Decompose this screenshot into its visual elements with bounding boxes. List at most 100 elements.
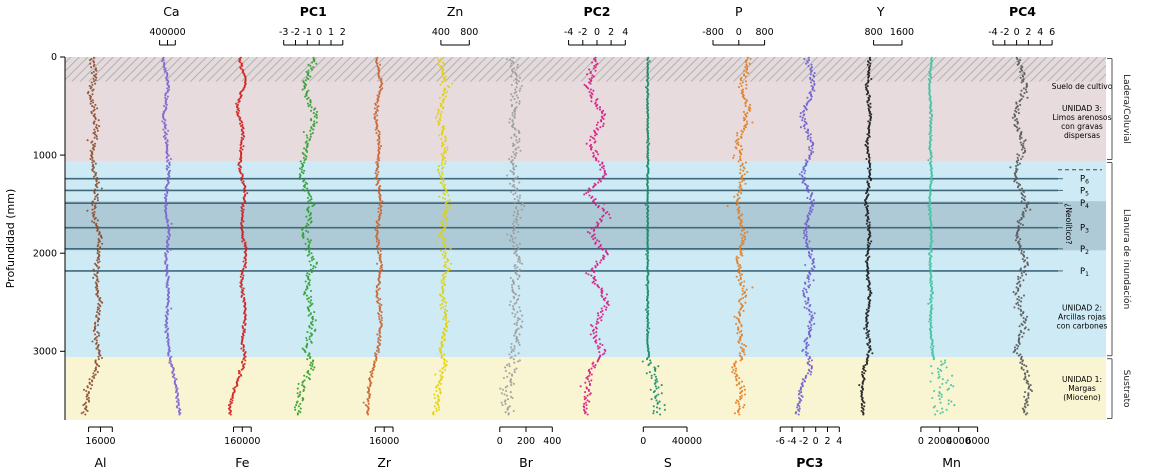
panel-title-Fe: Fe (235, 455, 250, 470)
zone-bracket-0 (1107, 58, 1113, 160)
tick-label: 400 (543, 436, 561, 447)
tick-label: 4 (622, 27, 628, 38)
tick-label: 1 (328, 27, 334, 38)
phase-line-P5: P5 (65, 186, 1089, 197)
label-unidad-2: con carbones (1057, 322, 1108, 331)
axis-Fe: 160000 Fe (224, 426, 260, 470)
phase-label: P6 (1080, 175, 1089, 186)
tick-label: 4 (836, 436, 842, 447)
panel-title-Al: Al (94, 455, 106, 470)
tick-label: 400000 (149, 27, 185, 38)
depth-tick-label: 3000 (33, 347, 57, 358)
tick-label: -2 (578, 27, 587, 38)
series-PC3 (794, 56, 816, 416)
label-unidad-2: UNIDAD 2: (1062, 304, 1102, 313)
tick-label: -4 (564, 27, 573, 38)
tick-label: 200 (517, 436, 535, 447)
series-Ca (161, 56, 182, 416)
tick-label: 0 (918, 436, 924, 447)
tick-label: 2 (824, 436, 830, 447)
axis-Y: 800 1600 Y (865, 4, 914, 46)
tick-label: 400 (432, 27, 450, 38)
tick-label: -2 (291, 27, 300, 38)
zone-suelo-de-cultivo (65, 57, 1106, 82)
label-unidad-3: UNIDAD 3: (1062, 104, 1102, 113)
depth-tick-label: 0 (51, 52, 57, 63)
side-label-2: Sustrato (1121, 370, 1131, 408)
axis-Zn: 400 800 Zn (432, 4, 478, 46)
series-Br (499, 56, 526, 416)
panel-title-Ca: Ca (163, 4, 179, 19)
zone-sustrato (65, 357, 1106, 420)
side-label-0: Ladera/Coluvial (1121, 74, 1131, 144)
tick-label: -4 (988, 27, 997, 38)
tick-label: 0 (640, 436, 646, 447)
tick-label: 0 (497, 436, 503, 447)
panel-title-Y: Y (876, 4, 885, 19)
tick-label: 2 (1025, 27, 1031, 38)
depth-axis-label: Profundidad (mm) (4, 189, 17, 289)
panel-title-Zr: Zr (377, 455, 392, 470)
axis-PC1: -3 -2 -1 0 1 2 PC1 (279, 4, 346, 46)
panel-title-PC2: PC2 (583, 4, 610, 19)
tick-label: 40000 (672, 436, 702, 447)
series-Mn (927, 56, 956, 416)
phase-line-P4: P4 (65, 199, 1089, 210)
phase-line-P3: P3 (65, 224, 1089, 235)
tick-label: 800 (460, 27, 478, 38)
panel-title-P: P (735, 4, 743, 19)
series-Zr (362, 56, 384, 416)
series-P (726, 56, 754, 416)
tick-label: -3 (279, 27, 288, 38)
tick-label: 0 (1014, 27, 1020, 38)
label-neolitico: ¿Neolítico? (1064, 203, 1073, 244)
phase-label: P1 (1080, 267, 1089, 278)
tick-label: 0 (594, 27, 600, 38)
label-suelo-de-cultivo: Suelo de cultivo (1052, 82, 1113, 91)
phase-line-P1: P1 (65, 267, 1089, 278)
tick-label: 2 (340, 27, 346, 38)
tick-label: 1600 (890, 27, 914, 38)
panel-title-Zn: Zn (447, 4, 464, 19)
zone-banda-neolitico (65, 201, 1106, 251)
series-Zn (431, 56, 454, 416)
axis-Zr: 16000 Zr (369, 426, 399, 470)
tick-label: 16000 (369, 436, 399, 447)
series-Al (80, 56, 104, 416)
tick-label: 160000 (224, 436, 260, 447)
tick-label: -1 (303, 27, 312, 38)
label-unidad-3: dispersas (1064, 131, 1100, 140)
axis-Br: 0 200 400 Br (497, 426, 561, 470)
panel-title-PC4: PC4 (1009, 4, 1036, 19)
depth-tick-label: 2000 (33, 248, 57, 259)
depth-axis: 0 1000 2000 3000 Profundidad (mm) (4, 52, 66, 420)
panel-title-Br: Br (519, 455, 534, 470)
zone-bracket-2 (1107, 358, 1113, 419)
label-unidad-1: Margas (1068, 384, 1096, 393)
axis-PC3: -6 -4 -2 0 2 4 PC3 (775, 426, 842, 470)
tick-label: -2 (1000, 27, 1009, 38)
tick-label: 4000 (947, 436, 971, 447)
series-PC1 (293, 56, 319, 416)
label-unidad-3: con gravas (1061, 122, 1103, 131)
tick-label: -4 (787, 436, 796, 447)
series-S (641, 56, 666, 416)
tick-label: 16000 (85, 436, 115, 447)
phase-line-P6: P6 (65, 175, 1089, 186)
series-PC4 (1009, 56, 1034, 416)
axis-PC4: -4 -2 0 2 4 6 PC4 (988, 4, 1055, 46)
tick-label: 0 (813, 436, 819, 447)
tick-label: 800 (756, 27, 774, 38)
phase-line-P2: P2 (65, 245, 1089, 256)
series-Y (858, 56, 874, 416)
tick-label: -800 (702, 27, 724, 38)
panel-title-PC1: PC1 (300, 4, 327, 19)
tick-label: 4 (1037, 27, 1043, 38)
phase-label: P3 (1080, 224, 1089, 235)
panel-title-PC3: PC3 (796, 455, 823, 470)
axis-P: -800 0 800 P (702, 4, 774, 46)
tick-label: 2000 (928, 436, 952, 447)
